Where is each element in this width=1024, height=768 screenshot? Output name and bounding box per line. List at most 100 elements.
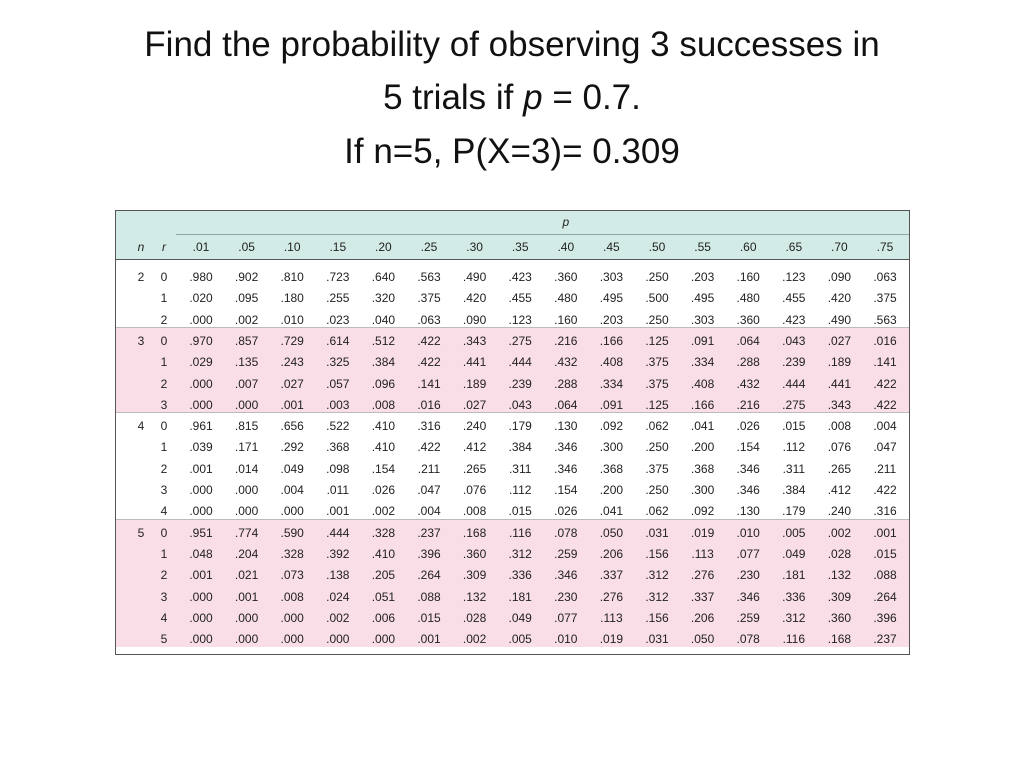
probability: .303 bbox=[690, 312, 715, 327]
probability: .000 bbox=[189, 589, 213, 604]
probability: .444 bbox=[782, 376, 806, 391]
probability: .189 bbox=[462, 376, 487, 391]
probability: .181 bbox=[782, 568, 806, 583]
param-label: p bbox=[562, 215, 570, 229]
probability: .179 bbox=[508, 419, 532, 434]
probability: .154 bbox=[554, 483, 578, 497]
probability: .810 bbox=[280, 270, 304, 284]
column-header: .40 bbox=[557, 240, 575, 254]
probability: .026 bbox=[554, 504, 578, 519]
probability: .614 bbox=[326, 333, 350, 348]
probability: .029 bbox=[189, 355, 213, 370]
probability: .092 bbox=[690, 504, 715, 519]
r-value: 3 bbox=[160, 397, 168, 412]
probability: .312 bbox=[645, 589, 669, 604]
probability: .002 bbox=[371, 504, 396, 519]
probability: .243 bbox=[280, 355, 304, 370]
probability: .016 bbox=[873, 333, 897, 348]
probability: .138 bbox=[326, 568, 350, 583]
probability: .300 bbox=[690, 483, 715, 497]
probability: .015 bbox=[873, 546, 897, 561]
probability: .039 bbox=[189, 440, 213, 455]
column-header: .05 bbox=[238, 240, 255, 254]
probability: .010 bbox=[280, 312, 304, 327]
probability: .063 bbox=[873, 270, 897, 284]
probability: .005 bbox=[508, 632, 532, 647]
probability: .590 bbox=[280, 525, 304, 540]
probability: .420 bbox=[462, 291, 487, 306]
probability: .000 bbox=[371, 632, 396, 647]
probability: .255 bbox=[326, 291, 350, 306]
n-value: 4 bbox=[137, 419, 145, 434]
probability: .239 bbox=[508, 376, 532, 391]
probability: .408 bbox=[690, 376, 715, 391]
probability: .375 bbox=[645, 355, 669, 370]
probability: .095 bbox=[234, 291, 259, 306]
probability: .384 bbox=[371, 355, 396, 370]
probability: .360 bbox=[827, 610, 852, 625]
probability: .135 bbox=[234, 355, 259, 370]
probability: .015 bbox=[417, 610, 441, 625]
probability: .343 bbox=[462, 333, 487, 348]
probability: .422 bbox=[873, 483, 897, 497]
probability: .123 bbox=[782, 270, 806, 284]
probability: .902 bbox=[234, 270, 259, 284]
probability: .028 bbox=[827, 546, 852, 561]
probability: .239 bbox=[782, 355, 806, 370]
probability: .328 bbox=[371, 525, 396, 540]
probability: .090 bbox=[827, 270, 852, 284]
probability: .028 bbox=[462, 610, 487, 625]
probability: .311 bbox=[782, 461, 806, 476]
probability: .522 bbox=[326, 419, 350, 434]
probability: .000 bbox=[189, 632, 213, 647]
probability: .495 bbox=[690, 291, 715, 306]
probability: .396 bbox=[873, 610, 897, 625]
probability: .130 bbox=[736, 504, 760, 519]
probability: .049 bbox=[782, 546, 806, 561]
probability: .040 bbox=[371, 312, 396, 327]
probability: .250 bbox=[645, 483, 669, 497]
probability: .019 bbox=[690, 525, 715, 540]
r-value: 3 bbox=[160, 483, 168, 497]
probability: .007 bbox=[234, 376, 259, 391]
probability: .160 bbox=[554, 312, 578, 327]
probability: .240 bbox=[827, 504, 852, 519]
probability: .062 bbox=[645, 504, 669, 519]
probability: .092 bbox=[599, 419, 624, 434]
probability: .091 bbox=[599, 397, 624, 412]
probability: .001 bbox=[189, 568, 213, 583]
probability: .023 bbox=[326, 312, 350, 327]
probability: .337 bbox=[690, 589, 715, 604]
probability: .141 bbox=[873, 355, 897, 370]
probability: .275 bbox=[782, 397, 806, 412]
probability: .125 bbox=[645, 397, 669, 412]
probability: .047 bbox=[417, 483, 441, 497]
probability: .250 bbox=[645, 270, 669, 284]
probability: .098 bbox=[326, 461, 350, 476]
probability: .116 bbox=[508, 525, 532, 540]
probability: .031 bbox=[645, 632, 669, 647]
probability: .006 bbox=[371, 610, 396, 625]
r-value: 0 bbox=[160, 419, 168, 434]
probability: .336 bbox=[508, 568, 532, 583]
probability: .408 bbox=[599, 355, 624, 370]
probability: .090 bbox=[462, 312, 487, 327]
probability: .096 bbox=[371, 376, 396, 391]
probability: .490 bbox=[827, 312, 852, 327]
probability: .774 bbox=[234, 525, 259, 540]
probability: .004 bbox=[280, 483, 304, 497]
probability: .303 bbox=[599, 270, 624, 284]
probability: .230 bbox=[554, 589, 578, 604]
probability: .328 bbox=[280, 546, 304, 561]
probability: .010 bbox=[554, 632, 578, 647]
probability: .309 bbox=[827, 589, 852, 604]
r-value: 1 bbox=[160, 291, 168, 306]
probability: .088 bbox=[417, 589, 441, 604]
probability: .001 bbox=[326, 504, 350, 519]
probability: .432 bbox=[736, 376, 760, 391]
probability: .016 bbox=[417, 397, 441, 412]
probability: .265 bbox=[827, 461, 852, 476]
probability: .008 bbox=[827, 419, 852, 434]
probability: .265 bbox=[462, 461, 487, 476]
probability: .490 bbox=[462, 270, 487, 284]
